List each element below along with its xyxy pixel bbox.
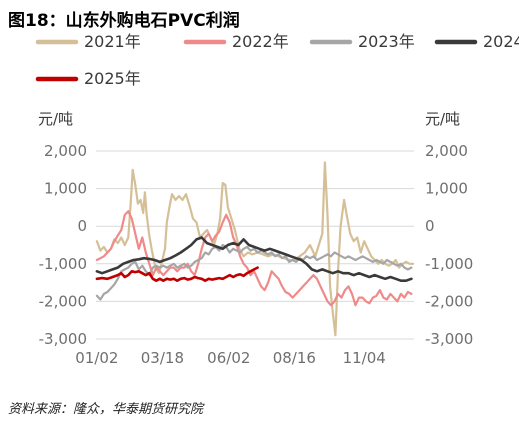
y-tick-label-right: 0 <box>425 217 435 235</box>
y-unit-left: 元/吨 <box>38 110 73 128</box>
y-tick-label-left: -3,000 <box>39 330 87 348</box>
source-note: 资料来源：隆众，华泰期货研究院 <box>8 402 204 417</box>
y-tick-label-right: 2,000 <box>425 142 468 160</box>
legend-item-3: 2023年 <box>309 32 415 51</box>
x-tick-label: 01/02 <box>75 349 118 367</box>
x-tick-label: 08/16 <box>273 349 316 367</box>
x-tick-label: 11/04 <box>343 349 386 367</box>
legend-label: 2021年 <box>84 32 141 51</box>
legend: 2021年 2022年 2023年 2024年 2025年 <box>35 32 519 88</box>
y-tick-label-left: 2,000 <box>44 142 87 160</box>
legend-item-4: 2024年 <box>434 32 519 51</box>
x-tick-label: 03/18 <box>141 349 184 367</box>
y-axis-left: 2,000 1,000 0 -1,000 -2,000 -3,000 <box>39 142 87 348</box>
legend-label: 2025年 <box>84 69 141 88</box>
series-line-1 <box>95 161 415 337</box>
y-tick-label-left: -2,000 <box>39 292 87 310</box>
x-axis: 01/02 03/18 06/02 08/16 11/04 <box>75 349 386 367</box>
series-line-4 <box>95 236 413 282</box>
y-unit-right: 元/吨 <box>425 110 460 128</box>
legend-item-5: 2025年 <box>35 69 141 88</box>
x-tick-label: 06/02 <box>207 349 250 367</box>
legend-label: 2024年 <box>483 32 519 51</box>
chart-title: 图18：山东外购电石PVC利润 <box>8 11 240 31</box>
y-axis-right: 2,000 1,000 0 -1,000 -2,000 -3,000 <box>425 142 473 348</box>
legend-item-2: 2022年 <box>183 32 289 51</box>
y-tick-label-right: 1,000 <box>425 180 468 198</box>
y-tick-label-right: -2,000 <box>425 292 473 310</box>
series-line-5 <box>95 266 259 282</box>
y-tick-label-left: 0 <box>77 217 87 235</box>
legend-label: 2023年 <box>358 32 415 51</box>
series-line-2 <box>95 210 413 307</box>
y-tick-label-right: -3,000 <box>425 330 473 348</box>
y-tick-label-left: -1,000 <box>39 255 87 273</box>
y-tick-label-right: -1,000 <box>425 255 473 273</box>
legend-label: 2022年 <box>232 32 289 51</box>
series-lines <box>95 161 415 337</box>
y-tick-label-left: 1,000 <box>44 180 87 198</box>
legend-item-1: 2021年 <box>35 32 141 51</box>
